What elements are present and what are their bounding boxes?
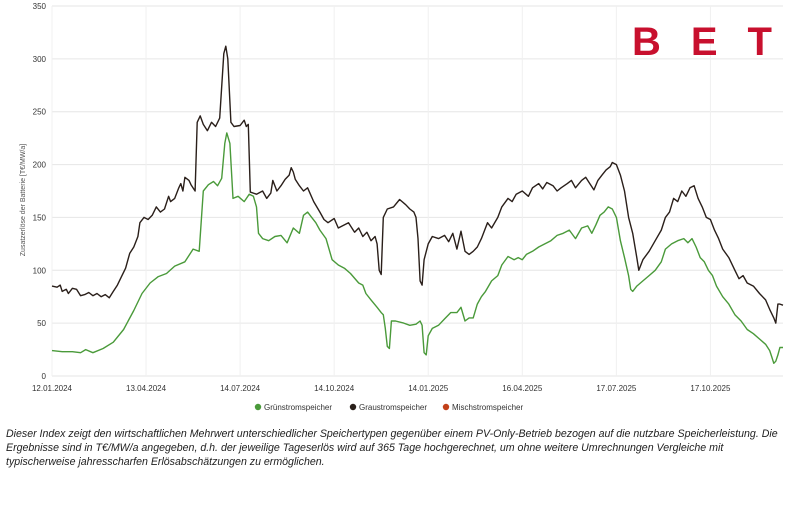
y-tick-label: 200 xyxy=(33,161,47,170)
legend-label: Graustromspeicher xyxy=(359,403,427,412)
legend-marker xyxy=(349,403,357,411)
logo-letter-e: E xyxy=(690,20,718,64)
logo-letter-t: T xyxy=(747,20,772,64)
bet-logo: B E T xyxy=(632,22,772,62)
x-tick-label: 14.10.2024 xyxy=(314,384,355,393)
legend[interactable]: Grünstromspeicher Graustromspeicher Mischs… xyxy=(254,403,524,412)
series-line-1 xyxy=(51,45,784,324)
logo-letter-b: B xyxy=(632,20,661,64)
series-line-0 xyxy=(51,132,783,364)
x-tick-label: 17.10.2025 xyxy=(690,384,731,393)
y-tick-label: 250 xyxy=(33,108,47,117)
legend-item-1[interactable]: Graustromspeicher xyxy=(349,403,428,412)
x-tick-label: 14.07.2024 xyxy=(220,384,261,393)
x-tick-label: 12.01.2024 xyxy=(32,384,73,393)
legend-label: Grünstromspeicher xyxy=(264,403,332,412)
legend-marker xyxy=(254,403,262,411)
y-axis-label: Zusatzerlöse der Batterie [T€/MW/a] xyxy=(20,144,27,256)
y-tick-label: 0 xyxy=(42,372,47,381)
legend-item-0[interactable]: Grünstromspeicher xyxy=(254,403,333,412)
legend-label: Mischstromspeicher xyxy=(452,403,523,412)
series-lines xyxy=(51,45,784,364)
line-chart: 0 50 100 150 200 250 300 350 12.01.2024 13.04.20… xyxy=(20,2,784,412)
x-tick-label: 14.01.2025 xyxy=(408,384,449,393)
x-axis-ticks: 12.01.2024 13.04.2024 14.07.2024 14.10.2024… xyxy=(32,384,731,393)
y-tick-label: 50 xyxy=(37,319,46,328)
legend-item-2[interactable]: Mischstromspeicher xyxy=(442,403,524,412)
y-tick-label: 100 xyxy=(33,266,47,275)
x-tick-label: 16.04.2025 xyxy=(502,384,543,393)
y-tick-label: 300 xyxy=(33,55,47,64)
y-axis-ticks: 0 50 100 150 200 250 300 350 xyxy=(33,2,47,381)
y-tick-label: 350 xyxy=(33,2,47,11)
chart-caption: Dieser Index zeigt den wirtschaftlichen … xyxy=(6,428,778,468)
y-tick-label: 150 xyxy=(33,213,47,222)
x-tick-label: 13.04.2024 xyxy=(126,384,167,393)
x-tick-label: 17.07.2025 xyxy=(596,384,637,393)
legend-marker xyxy=(442,403,450,411)
gridlines xyxy=(51,5,783,377)
